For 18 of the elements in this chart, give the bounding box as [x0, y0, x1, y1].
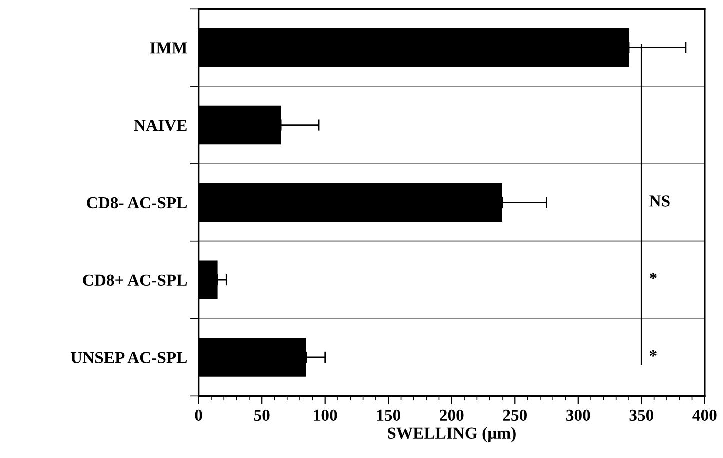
x-axis-title: SWELLING (µm): [388, 427, 516, 442]
x-tick-label: 200: [440, 410, 464, 422]
x-tick-label: 50: [254, 410, 270, 422]
annotation: *: [650, 350, 657, 357]
y-tick-label: IMM: [150, 42, 188, 54]
annotation: NS: [650, 196, 670, 207]
x-tick-label: 100: [314, 410, 338, 422]
annotation: *: [650, 273, 657, 280]
y-tick-label: UNSEP AC-SPL: [70, 352, 188, 364]
x-tick-label: 0: [195, 410, 202, 422]
x-tick-label: 300: [566, 410, 590, 422]
x-tick-label: 350: [630, 410, 654, 422]
x-tick-label: 150: [377, 410, 400, 422]
y-tick-label: CD8- AC-SPL: [87, 197, 188, 209]
y-tick-label: CD8+ AC-SPL: [83, 274, 188, 286]
x-tick-label: 400: [692, 410, 717, 422]
x-tick-label: 250: [503, 410, 527, 422]
y-tick-label: NAIVE: [134, 120, 187, 132]
